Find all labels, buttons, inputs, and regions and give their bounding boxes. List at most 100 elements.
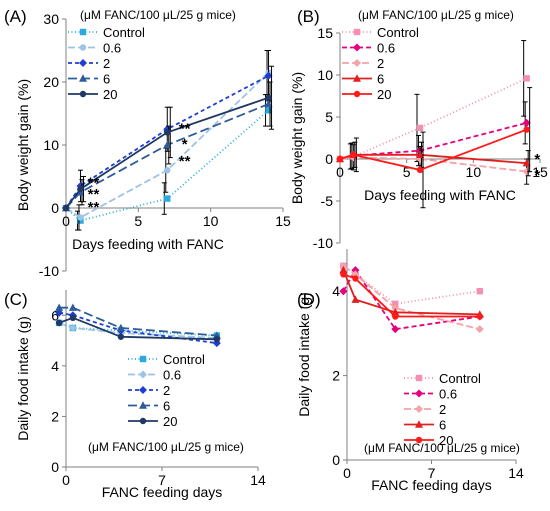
legend-marker [79, 28, 87, 36]
series-line [65, 103, 269, 209]
legend-label: Control [103, 25, 145, 40]
y-tick-label: 0 [51, 200, 59, 216]
legend-label: 2 [103, 56, 110, 71]
x-tick-label: 15 [532, 164, 548, 180]
x-tick-label: 0 [343, 465, 351, 481]
x-tick-label: 14 [508, 465, 524, 481]
series-line [58, 322, 217, 337]
data-point [69, 314, 77, 322]
legend-label: Control [377, 25, 419, 40]
series-line [343, 273, 480, 318]
significance-marker: * [182, 136, 188, 153]
y-axis-label: Body weight gain (%) [289, 72, 305, 204]
x-tick-label: 7 [158, 472, 166, 488]
data-point [336, 155, 344, 163]
data-point [522, 118, 531, 127]
x-tick-label: 0 [336, 164, 344, 180]
series-line [65, 74, 269, 209]
legend-label: 6 [163, 399, 170, 414]
panel-label: (A) [4, 7, 27, 26]
data-point [391, 325, 400, 334]
data-point [522, 159, 531, 167]
legend-marker [139, 401, 147, 409]
legend-marker [415, 436, 423, 444]
legend-marker [353, 43, 361, 52]
x-tick-label: 14 [250, 472, 266, 488]
data-point [523, 75, 530, 82]
y-tick-label: 15 [317, 25, 333, 41]
legend-title: (μM FANC/100 μL/25 g mice) [88, 440, 244, 454]
data-point [116, 323, 125, 332]
y-axis-label: Daily food intake (g) [296, 292, 312, 417]
data-point [523, 126, 530, 133]
legend-marker [415, 374, 423, 382]
significance-marker: * [534, 151, 540, 168]
series-line [58, 316, 217, 341]
y-tick-label: 0 [332, 452, 340, 468]
data-point [475, 325, 484, 334]
y-tick-label: -10 [313, 235, 333, 251]
data-point [339, 265, 348, 274]
data-point [164, 195, 171, 202]
x-tick-label: 5 [134, 213, 142, 229]
y-tick-label: -10 [39, 263, 59, 279]
legend-label: 6 [439, 418, 446, 433]
series-line [58, 311, 217, 344]
data-point [77, 214, 84, 221]
legend-marker [139, 355, 147, 363]
x-tick-label: 0 [62, 472, 70, 488]
data-point [339, 287, 348, 296]
series-line [58, 322, 217, 339]
data-point [117, 333, 125, 340]
y-tick-label: 4 [51, 358, 59, 374]
legend-label: 2 [163, 383, 170, 398]
series-line [65, 71, 270, 219]
x-tick-label: 5 [403, 164, 411, 180]
x-axis-label: FANC feeding days [371, 477, 492, 493]
legend-marker [353, 28, 361, 36]
data-point [265, 94, 272, 101]
series-20 [336, 87, 533, 209]
panel-label: (B) [297, 7, 320, 26]
y-axis-label: Body weight gain (%) [15, 79, 31, 211]
legend-marker [139, 417, 147, 425]
y-tick-label: 10 [317, 67, 333, 83]
data-point [264, 71, 273, 80]
legend-marker [139, 386, 147, 394]
series-0-6 [339, 266, 484, 334]
data-point [68, 323, 77, 332]
legend-marker [353, 90, 361, 98]
y-tick-label: 30 [43, 11, 59, 27]
legend-label: 0.6 [163, 368, 181, 383]
legend-marker [353, 74, 361, 82]
data-point [351, 295, 360, 303]
significance-marker: ** [88, 175, 100, 192]
data-point [476, 313, 483, 320]
legend-marker [415, 405, 423, 413]
data-point [416, 166, 424, 174]
panel-label: (D) [297, 290, 321, 309]
significance-marker: ** [179, 120, 191, 137]
x-tick-label: 10 [203, 213, 219, 229]
legend-title: (μM FANC/100 μL/25 g mice) [364, 441, 520, 455]
data-point [339, 261, 348, 270]
series-line [339, 77, 528, 160]
legend-marker [415, 389, 423, 398]
legend-label: 6 [377, 72, 384, 87]
data-point [68, 303, 77, 311]
data-point [476, 288, 483, 295]
legend-title: (μM FANC/100 μL/25 g mice) [80, 8, 236, 22]
significance-marker: ** [179, 153, 191, 170]
x-tick-label: 0 [62, 213, 70, 229]
data-point [164, 167, 171, 174]
data-point [62, 204, 70, 212]
y-tick-label: -5 [321, 193, 334, 209]
significance-marker: ** [88, 199, 100, 216]
panel-d: (D) 0 2 4 0 7 14 Daily food intake (g) FANC feed… [296, 249, 524, 493]
legend-label: 20 [163, 414, 177, 429]
